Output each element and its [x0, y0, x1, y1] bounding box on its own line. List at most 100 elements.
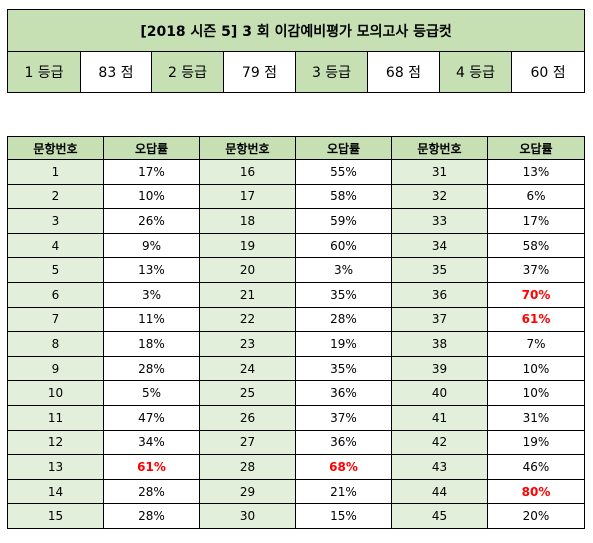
table-row: 13 61% 28 68% 43 46%: [7, 454, 585, 480]
table-row: 1 17% 16 55% 31 13%: [7, 159, 585, 185]
grade-cut-table: [2018 시즌 5] 3 회 이감예비평가 모의고사 등급컷 1 등급 83 …: [6, 9, 586, 93]
error-rate-cell: 7%: [487, 331, 585, 357]
error-rate-cell: 13%: [487, 159, 585, 185]
question-number-cell: 45: [391, 503, 488, 529]
question-number-cell: 5: [7, 257, 104, 283]
grade-score-3: 68 점: [367, 51, 440, 93]
question-number-cell: 32: [391, 183, 488, 210]
grade-score-2: 79 점: [223, 51, 296, 93]
column-header-question-number: 문항번호: [199, 136, 296, 160]
question-number-cell: 44: [391, 478, 488, 505]
question-number-cell: 3: [7, 208, 104, 234]
question-number-cell: 17: [199, 183, 296, 210]
question-number-cell: 28: [199, 454, 296, 480]
grade-score-1: 83 점: [80, 51, 152, 93]
grade-label-3: 3 등급: [295, 51, 368, 93]
question-number-cell: 41: [391, 404, 488, 431]
column-header-error-rate: 오답률: [295, 136, 392, 160]
column-header-question-number: 문항번호: [7, 136, 104, 160]
grade-label-1: 1 등급: [7, 51, 81, 93]
error-rate-cell: 36%: [295, 380, 392, 406]
question-number-cell: 27: [199, 429, 296, 456]
question-number-cell: 9: [7, 355, 104, 382]
error-rate-cell: 15%: [295, 503, 392, 529]
error-rate-cell: 21%: [295, 478, 392, 505]
error-rate-cell-highlighted: 80%: [487, 478, 585, 505]
error-rate-cell-highlighted: 61%: [487, 306, 585, 333]
question-number-cell: 24: [199, 355, 296, 382]
error-rate-cell: 60%: [295, 232, 392, 259]
error-rate-cell-highlighted: 61%: [103, 454, 200, 480]
error-rate-cell: 34%: [103, 429, 200, 456]
error-rate-cell: 17%: [487, 208, 585, 234]
question-number-cell: 21: [199, 281, 296, 308]
question-number-cell: 8: [7, 331, 104, 357]
table-row: 3 26% 18 59% 33 17%: [7, 208, 585, 234]
error-rate-cell: 28%: [295, 306, 392, 333]
question-number-cell: 37: [391, 306, 488, 333]
page-title: [2018 시즌 5] 3 회 이감예비평가 모의고사 등급컷: [6, 9, 586, 52]
question-number-cell: 25: [199, 380, 296, 406]
error-rate-cell: 5%: [103, 380, 200, 406]
question-number-cell: 2: [7, 183, 104, 210]
error-rate-cell: 31%: [487, 404, 585, 431]
question-number-cell: 23: [199, 331, 296, 357]
grade-label-4: 4 등급: [439, 51, 512, 93]
grade-score-4: 60 점: [510, 51, 586, 93]
table-row: 6 3% 21 35% 36 70%: [7, 281, 585, 308]
question-number-cell: 22: [199, 306, 296, 333]
question-number-cell: 20: [199, 257, 296, 283]
column-header-question-number: 문항번호: [391, 136, 488, 160]
table-row: 10 5% 25 36% 40 10%: [7, 380, 585, 406]
error-rate-cell: 55%: [295, 159, 392, 185]
error-rate-cell: 6%: [487, 183, 585, 210]
column-header-error-rate: 오답률: [487, 136, 585, 160]
table-row: 5 13% 20 3% 35 37%: [7, 257, 585, 283]
question-number-cell: 19: [199, 232, 296, 259]
error-rate-cell: 3%: [103, 281, 200, 308]
question-number-cell: 26: [199, 404, 296, 431]
error-rate-cell: 28%: [103, 355, 200, 382]
error-rate-cell: 11%: [103, 306, 200, 333]
error-rate-cell: 28%: [103, 478, 200, 505]
error-rate-cell: 35%: [295, 281, 392, 308]
error-rate-cell: 18%: [103, 331, 200, 357]
question-number-cell: 30: [199, 503, 296, 529]
error-rate-cell: 47%: [103, 404, 200, 431]
error-rate-cell: 9%: [103, 232, 200, 259]
error-rate-cell: 26%: [103, 208, 200, 234]
question-number-cell: 39: [391, 355, 488, 382]
error-rate-cell: 20%: [487, 503, 585, 529]
question-number-cell: 34: [391, 232, 488, 259]
question-number-cell: 18: [199, 208, 296, 234]
table-row: 9 28% 24 35% 39 10%: [7, 355, 585, 382]
question-number-cell: 29: [199, 478, 296, 505]
question-number-cell: 43: [391, 454, 488, 480]
error-rate-cell: 19%: [295, 331, 392, 357]
error-rate-cell: 3%: [295, 257, 392, 283]
question-number-cell: 33: [391, 208, 488, 234]
question-number-cell: 38: [391, 331, 488, 357]
column-header-error-rate: 오답률: [103, 136, 200, 160]
error-rate-cell: 46%: [487, 454, 585, 480]
question-number-cell: 12: [7, 429, 104, 456]
error-rate-cell: 10%: [487, 380, 585, 406]
question-number-cell: 42: [391, 429, 488, 456]
table-row: 15 28% 30 15% 45 20%: [7, 503, 585, 529]
question-number-cell: 15: [7, 503, 104, 529]
question-number-cell: 14: [7, 478, 104, 505]
error-rate-cell: 10%: [103, 183, 200, 210]
question-number-cell: 6: [7, 281, 104, 308]
question-number-cell: 35: [391, 257, 488, 283]
question-number-cell: 11: [7, 404, 104, 431]
error-rate-table: 문항번호 오답률 문항번호 오답률 문항번호 오답률 1 17% 16 55% 31 13…: [7, 136, 585, 529]
question-number-cell: 10: [7, 380, 104, 406]
error-rate-cell: 36%: [295, 429, 392, 456]
table-row: 7 11% 22 28% 37 61%: [7, 306, 585, 333]
question-number-cell: 1: [7, 159, 104, 185]
error-rate-cell: 37%: [295, 404, 392, 431]
error-rate-cell: 58%: [295, 183, 392, 210]
question-number-cell: 7: [7, 306, 104, 333]
error-rate-cell: 58%: [487, 232, 585, 259]
table-row: 4 9% 19 60% 34 58%: [7, 232, 585, 259]
